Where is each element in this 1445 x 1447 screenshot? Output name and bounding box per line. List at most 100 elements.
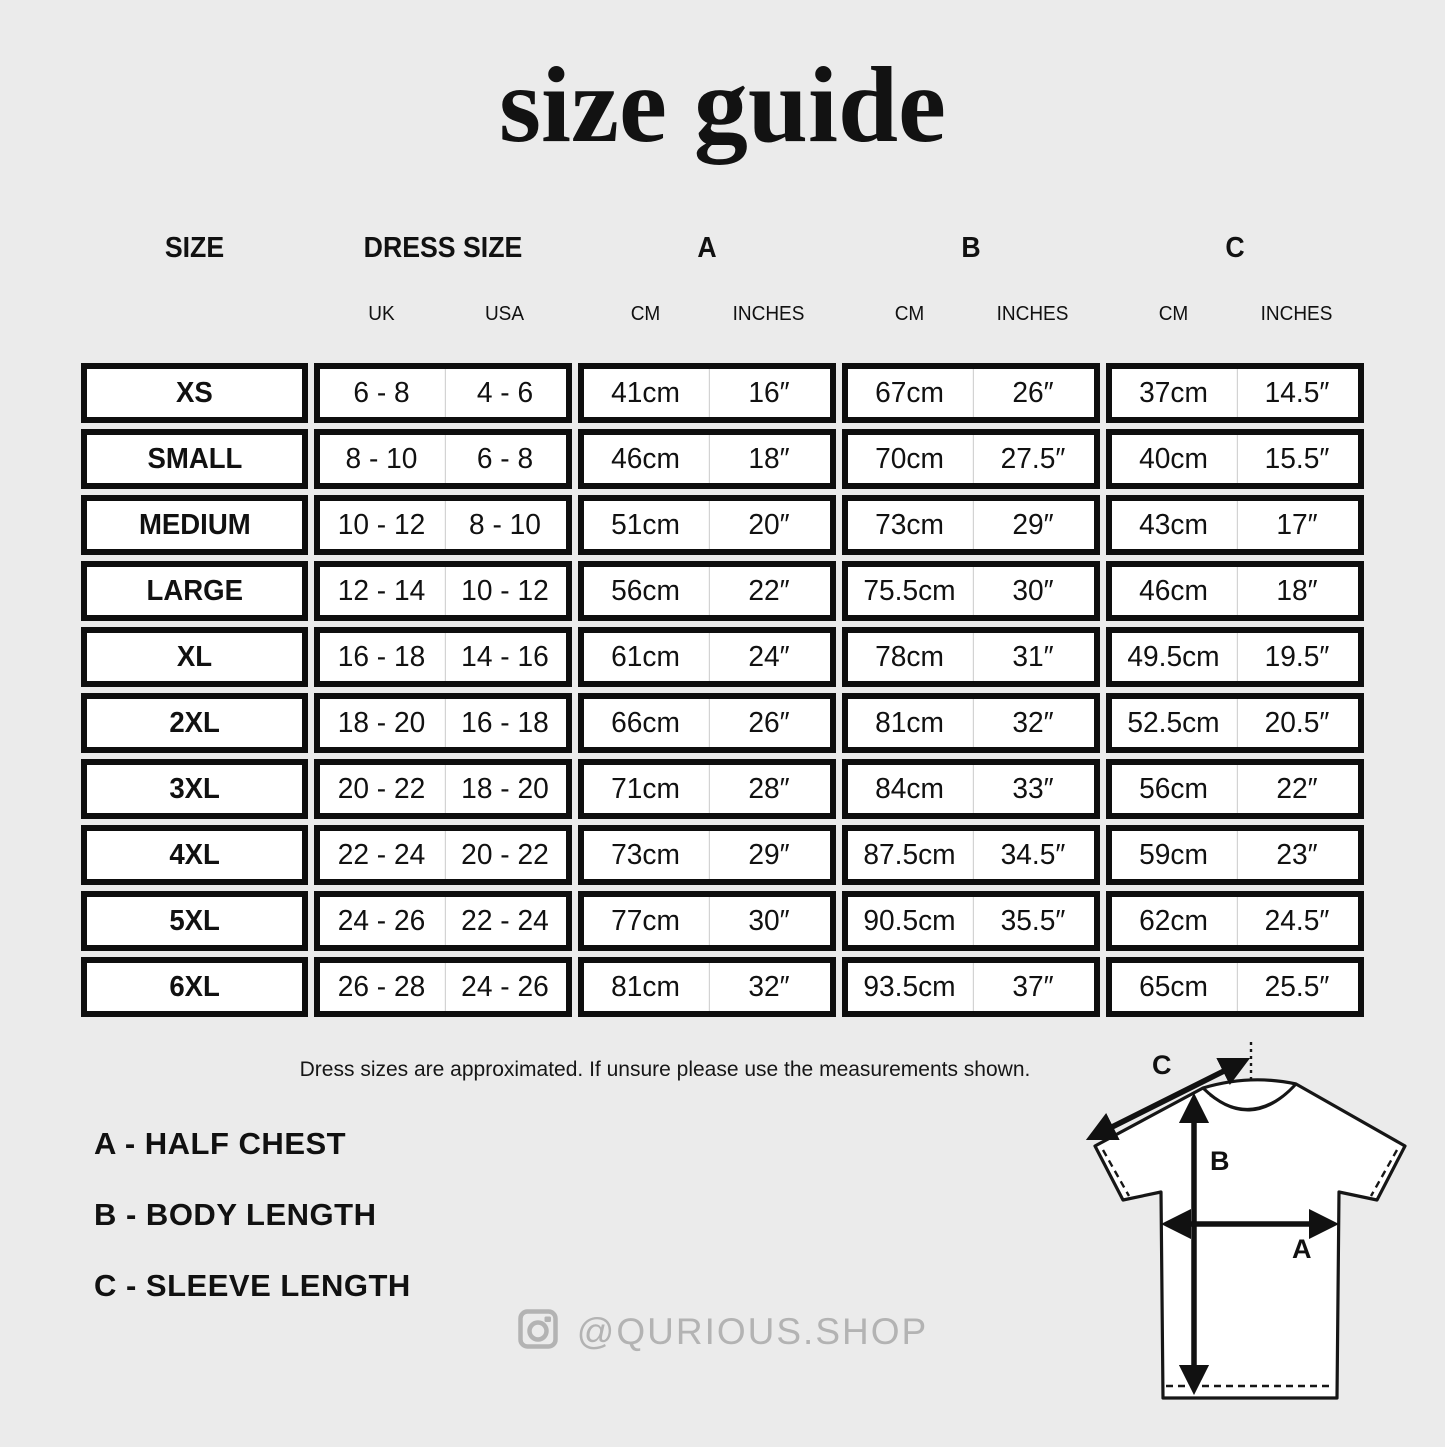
- table-row: 3XL 20 - 22 18 - 20 71cm 28″ 84cm 33″ 56cm 22″: [81, 759, 1364, 819]
- table-cell: 93.5cm: [863, 970, 956, 1003]
- subheader-a-inches: INCHES: [732, 303, 805, 325]
- table-cell: 32″: [972, 699, 1092, 747]
- column-header-c: C: [1225, 232, 1245, 264]
- table-cell: 23″: [1236, 831, 1356, 879]
- tshirt-diagram: C B A: [1070, 1036, 1436, 1442]
- table-row: XL 16 - 18 14 - 16 61cm 24″ 78cm 31″ 49.5cm 19.5…: [81, 627, 1364, 687]
- size-cell: XS: [81, 363, 308, 423]
- size-cell: LARGE: [81, 561, 308, 621]
- table-cell: 40cm: [1139, 442, 1208, 475]
- subheader-uk: UK: [368, 303, 395, 325]
- measurement-group-cell: 40cm 15.5″: [1106, 429, 1364, 489]
- table-cell: 20.5″: [1236, 699, 1356, 747]
- table-cell: 28″: [708, 765, 828, 813]
- subheader-c-inches: INCHES: [1260, 303, 1333, 325]
- measurement-group-cell: 41cm 16″: [578, 363, 836, 423]
- measurement-group-cell: 78cm 31″: [842, 627, 1100, 687]
- table-cell: 22″: [1236, 765, 1356, 813]
- size-label: 4XL: [169, 838, 220, 871]
- column-header-a: A: [697, 232, 717, 264]
- measurement-group-cell: 59cm 23″: [1106, 825, 1364, 885]
- size-label: SMALL: [147, 442, 242, 475]
- table-subheader-row: UK USA CM INCHES CM INCHES CM INCHES: [81, 303, 1364, 326]
- table-cell: 6 - 8: [444, 435, 564, 483]
- measurement-group-cell: 26 - 28 24 - 26: [314, 957, 572, 1017]
- instagram-icon: [517, 1308, 559, 1355]
- table-cell: 10 - 12: [337, 508, 426, 541]
- table-header-row: SIZE DRESS SIZE A B C: [81, 232, 1364, 265]
- column-header-dress-size: DRESS SIZE: [363, 232, 523, 264]
- measurement-group-cell: 22 - 24 20 - 22: [314, 825, 572, 885]
- measurement-group-cell: 51cm 20″: [578, 495, 836, 555]
- table-cell: 24.5″: [1236, 897, 1356, 945]
- table-cell: 16 - 18: [444, 699, 564, 747]
- measurement-group-cell: 62cm 24.5″: [1106, 891, 1364, 951]
- table-cell: 18 - 20: [337, 706, 426, 739]
- measurement-group-cell: 46cm 18″: [1106, 561, 1364, 621]
- measurement-group-cell: 61cm 24″: [578, 627, 836, 687]
- table-cell: 73cm: [875, 508, 944, 541]
- measurement-arrow-b: B: [1178, 1092, 1230, 1396]
- measurement-group-cell: 10 - 12 8 - 10: [314, 495, 572, 555]
- measurement-group-cell: 37cm 14.5″: [1106, 363, 1364, 423]
- table-cell: 22 - 24: [444, 897, 564, 945]
- size-label: 3XL: [169, 772, 220, 805]
- measurement-group-cell: 56cm 22″: [1106, 759, 1364, 819]
- page-title: size guide: [499, 46, 946, 165]
- measurement-group-cell: 49.5cm 19.5″: [1106, 627, 1364, 687]
- subheader-spacer: [81, 303, 308, 326]
- measurement-group-cell: 81cm 32″: [578, 957, 836, 1017]
- legend-item-half-chest: A - HALF CHEST: [94, 1126, 347, 1161]
- measurement-group-cell: 75.5cm 30″: [842, 561, 1100, 621]
- table-cell: 37″: [972, 963, 1092, 1011]
- table-cell: 35.5″: [972, 897, 1092, 945]
- size-cell: 2XL: [81, 693, 308, 753]
- size-cell: SMALL: [81, 429, 308, 489]
- size-label: MEDIUM: [138, 508, 251, 541]
- tshirt-outline: [1093, 1042, 1407, 1400]
- table-cell: 19.5″: [1236, 633, 1356, 681]
- table-cell: 20 - 22: [444, 831, 564, 879]
- table-cell: 6 - 8: [353, 376, 410, 409]
- table-cell: 37cm: [1139, 376, 1208, 409]
- table-row: MEDIUM 10 - 12 8 - 10 51cm 20″ 73cm 29″ 43cm 17″: [81, 495, 1364, 555]
- table-cell: 65cm: [1139, 970, 1208, 1003]
- table-cell: 18 - 20: [444, 765, 564, 813]
- measurement-group-cell: 67cm 26″: [842, 363, 1100, 423]
- table-cell: 81cm: [611, 970, 680, 1003]
- diagram-label-c: C: [1152, 1050, 1172, 1080]
- table-cell: 29″: [972, 501, 1092, 549]
- measurement-group-cell: 84cm 33″: [842, 759, 1100, 819]
- subheader-c: CM INCHES: [1106, 303, 1364, 326]
- table-cell: 33″: [972, 765, 1092, 813]
- table-cell: 8 - 10: [444, 501, 564, 549]
- table-cell: 24″: [708, 633, 828, 681]
- table-cell: 15.5″: [1236, 435, 1356, 483]
- measurement-group-cell: 77cm 30″: [578, 891, 836, 951]
- table-cell: 62cm: [1139, 904, 1208, 937]
- measurement-group-cell: 93.5cm 37″: [842, 957, 1100, 1017]
- legend-item-sleeve-length: C - SLEEVE LENGTH: [94, 1268, 411, 1303]
- table-cell: 20 - 22: [337, 772, 426, 805]
- measurement-group-cell: 70cm 27.5″: [842, 429, 1100, 489]
- legend-item-body-length: B - BODY LENGTH: [94, 1197, 377, 1232]
- table-cell: 87.5cm: [863, 838, 956, 871]
- diagram-label-a: A: [1292, 1234, 1312, 1264]
- table-cell: 25.5″: [1236, 963, 1356, 1011]
- table-cell: 24 - 26: [337, 904, 426, 937]
- table-cell: 51cm: [611, 508, 680, 541]
- measurement-group-cell: 65cm 25.5″: [1106, 957, 1364, 1017]
- table-cell: 8 - 10: [345, 442, 418, 475]
- table-cell: 73cm: [611, 838, 680, 871]
- table-cell: 70cm: [875, 442, 944, 475]
- measurement-group-cell: 81cm 32″: [842, 693, 1100, 753]
- subheader-dress-size: UK USA: [314, 303, 572, 326]
- measurement-group-cell: 8 - 10 6 - 8: [314, 429, 572, 489]
- table-cell: 56cm: [611, 574, 680, 607]
- size-cell: 3XL: [81, 759, 308, 819]
- size-label: LARGE: [146, 574, 243, 607]
- measurement-group-cell: 52.5cm 20.5″: [1106, 693, 1364, 753]
- table-cell: 16″: [708, 369, 828, 417]
- table-cell: 10 - 12: [444, 567, 564, 615]
